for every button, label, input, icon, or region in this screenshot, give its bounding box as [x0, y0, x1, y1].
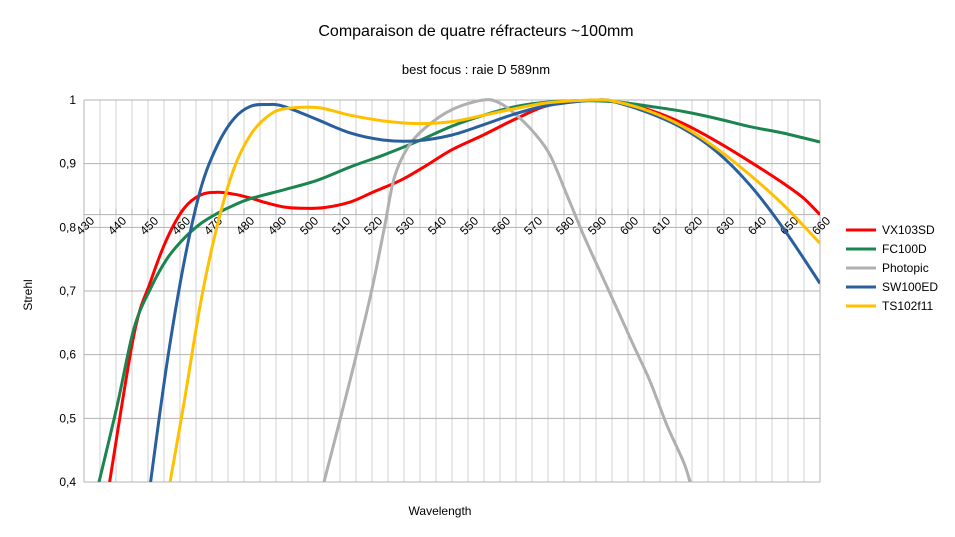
x-tick-label: 640: [745, 214, 769, 238]
legend: VX103SD FC100D Photopic SW100ED TS102f11: [846, 223, 938, 313]
y-tick-label: 0,4: [59, 475, 76, 489]
x-tick-label: 560: [489, 214, 513, 238]
x-tick-label: 530: [393, 214, 417, 238]
x-tick-label: 490: [265, 214, 289, 238]
x-tick-label: 450: [137, 214, 161, 238]
x-tick-label: 610: [649, 214, 673, 238]
series-line-vx103sd: [108, 98, 820, 482]
series-lines: [97, 98, 820, 482]
series-line-sw100ed: [149, 98, 820, 482]
x-tick-label: 550: [457, 214, 481, 238]
x-tick-label: 630: [713, 214, 737, 238]
x-tick-label: 440: [105, 214, 129, 238]
y-tick-label: 1: [69, 93, 76, 107]
legend-label: SW100ED: [882, 280, 938, 294]
x-tick-label: 510: [329, 214, 353, 238]
y-tick-label: 0,7: [59, 284, 76, 298]
series-line-ts102f11: [168, 98, 820, 482]
x-tick-label: 430: [73, 214, 97, 238]
x-tick-label: 570: [521, 214, 545, 238]
x-tick-label: 590: [585, 214, 609, 238]
x-axis-title: Wavelength: [409, 504, 472, 518]
x-tick-label: 580: [553, 214, 577, 238]
y-tick-label: 0,9: [59, 157, 76, 171]
y-tick-label: 0,8: [59, 220, 76, 234]
legend-label: FC100D: [882, 242, 927, 256]
y-axis-title: Strehl: [21, 279, 35, 310]
x-tick-label: 600: [617, 214, 641, 238]
grid: [83, 99, 821, 483]
y-tick-label: 0,5: [59, 411, 76, 425]
x-tick-label: 620: [681, 214, 705, 238]
x-tick-label: 500: [297, 214, 321, 238]
series-line-photopic: [322, 98, 692, 482]
series-line-fc100d: [97, 99, 820, 482]
chart-subtitle: best focus : raie D 589nm: [402, 62, 550, 77]
chart-title: Comparaison de quatre réfracteurs ~100mm: [318, 23, 633, 40]
y-tick-label: 0,6: [59, 348, 76, 362]
legend-label: VX103SD: [882, 223, 935, 237]
x-tick-label: 480: [233, 214, 257, 238]
y-axis-tick-labels: 1 0,9 0,8 0,7 0,6 0,5 0,4: [59, 93, 76, 489]
legend-label: TS102f11: [882, 299, 933, 313]
x-tick-label: 540: [425, 214, 449, 238]
legend-label: Photopic: [882, 261, 929, 275]
